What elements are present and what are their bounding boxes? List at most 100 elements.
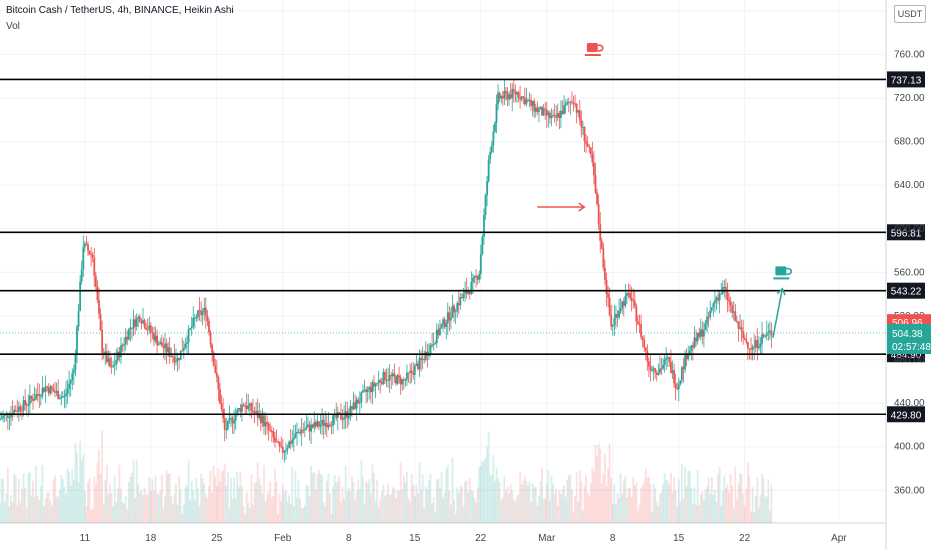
volume-bar: [709, 494, 712, 523]
annotations[interactable]: [537, 43, 793, 338]
candle-body: [596, 192, 598, 205]
candle-body: [552, 114, 554, 116]
time-tick-label: 8: [610, 533, 616, 544]
candle-body: [311, 424, 314, 428]
currency-button[interactable]: USDT: [894, 5, 926, 23]
volume-bar: [266, 494, 269, 523]
volume-bar: [236, 471, 239, 523]
candle-body: [586, 143, 589, 147]
volume-bar: [321, 474, 324, 523]
volume-bar: [432, 497, 435, 523]
volume-bar: [624, 476, 627, 523]
volume-bar: [561, 489, 564, 523]
candle-body: [726, 289, 729, 301]
volume-bar: [25, 507, 28, 523]
candle-body: [241, 404, 243, 412]
volume-bar: [123, 503, 126, 523]
candle-body: [173, 356, 176, 363]
candle-body: [288, 441, 291, 448]
volume-bar: [420, 489, 422, 523]
time-axis[interactable]: 11 18 25 Feb 8 15 22 Mar 8 15 22 Apr: [80, 533, 848, 544]
volume-bar: [233, 477, 236, 523]
volume-bar: [648, 477, 650, 523]
volume-bar: [484, 457, 487, 523]
candle-body: [638, 323, 641, 325]
candle-body: [756, 340, 759, 349]
volume-bar: [176, 505, 179, 523]
volume-bar: [621, 494, 624, 523]
coffee-icon[interactable]: [773, 266, 793, 280]
arrow-line[interactable]: [772, 288, 784, 338]
candle-body: [541, 107, 543, 116]
candle-body: [157, 344, 160, 346]
candle-body: [698, 332, 701, 337]
volume-bar: [347, 488, 350, 523]
candle-body: [523, 97, 526, 105]
volume-bar: [501, 497, 504, 523]
candle-body: [245, 405, 248, 409]
volume-bar: [244, 514, 247, 523]
volume-bar: [362, 476, 364, 523]
candle-body: [500, 96, 503, 99]
candle-body: [181, 350, 184, 352]
candle-body: [360, 392, 363, 402]
volume-bar: [52, 479, 55, 523]
volume-bar: [368, 478, 371, 523]
candle-body: [239, 408, 242, 412]
candle-body: [123, 344, 126, 346]
candle-body: [527, 99, 529, 101]
volume-bar: [448, 490, 451, 523]
candle-body: [607, 294, 609, 298]
candle-body: [305, 426, 308, 430]
candle-body: [655, 372, 658, 375]
candle-body: [154, 335, 157, 341]
candle-body: [758, 346, 760, 349]
volume-bar: [319, 473, 322, 523]
volume-bar: [456, 487, 459, 523]
volume-bar: [721, 490, 724, 523]
candle-body: [597, 204, 600, 225]
arrow-head[interactable]: [578, 202, 586, 212]
volume-bar: [736, 499, 738, 523]
candle-body: [127, 329, 130, 340]
candle-body: [19, 406, 22, 411]
candle-body: [316, 421, 319, 427]
candle-body: [159, 342, 162, 345]
candle-body: [285, 449, 287, 451]
volume-bar: [112, 506, 115, 523]
volume-bar: [239, 471, 242, 523]
candle-body: [277, 441, 280, 443]
volume-bar: [275, 481, 278, 523]
volume-bar: [635, 482, 638, 523]
candle-body: [132, 319, 135, 329]
volume-bar: [358, 489, 361, 523]
arrow-head[interactable]: [776, 287, 786, 296]
horizontal-levels[interactable]: 737.13 596.81 543.22 484.90 429.80: [0, 71, 925, 423]
time-tick-label: 22: [475, 533, 487, 544]
candle-body: [593, 162, 595, 176]
candle-body: [329, 424, 331, 426]
volume-bar: [142, 495, 144, 523]
volume-bar: [116, 488, 119, 523]
candle-body: [80, 269, 83, 282]
volume-bar: [373, 473, 375, 523]
candle-body: [264, 422, 267, 427]
candle-body: [693, 337, 696, 348]
volume-bar: [698, 505, 701, 523]
volume-bar: [393, 488, 396, 523]
candle-body: [104, 351, 107, 355]
volume-bar: [629, 487, 631, 523]
candle-body: [160, 342, 163, 347]
volume-bar: [769, 511, 771, 523]
volume-bar: [684, 467, 686, 523]
candle-body: [281, 447, 284, 453]
candle-body: [580, 120, 583, 128]
symbol-title[interactable]: Bitcoin Cash / TetherUS, 4h, BINANCE, He…: [6, 5, 234, 16]
coffee-icon[interactable]: [584, 43, 604, 57]
candle-body: [270, 430, 273, 432]
volume-bar: [415, 484, 418, 523]
volume-bar: [655, 501, 658, 523]
coffee-handle: [786, 267, 793, 276]
candle-body: [732, 311, 735, 313]
